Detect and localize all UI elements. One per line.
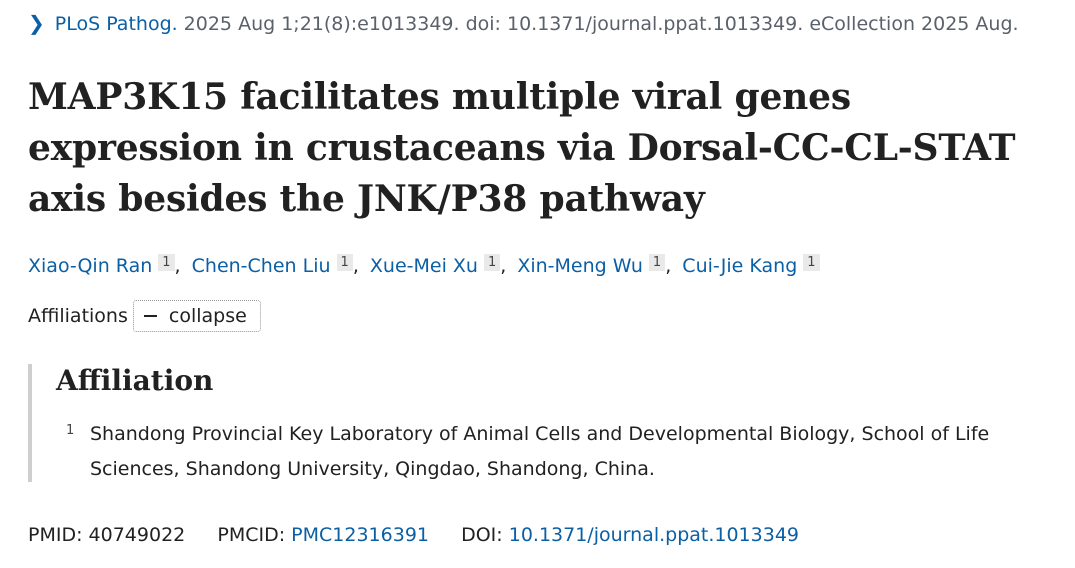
pmid-value: 40749022 xyxy=(88,524,186,546)
citation-details: 2025 Aug 1;21(8):e1013349. doi: 10.1371/… xyxy=(183,13,1019,35)
affiliation-ref[interactable]: 1 xyxy=(803,254,820,271)
author-separator: , xyxy=(500,255,507,277)
author-item: Xue-Mei Xu 1, xyxy=(370,254,511,277)
collapse-affiliations-button[interactable]: collapse xyxy=(132,300,261,332)
article-title: MAP3K15 facilitates multiple viral genes… xyxy=(28,76,1016,220)
affiliation-heading: Affiliation xyxy=(56,364,214,397)
affiliation-number: 1 xyxy=(66,423,75,438)
author-list: Xiao-Qin Ran 1, Chen-Chen Liu 1, Xue-Mei X… xyxy=(28,254,820,277)
author-link[interactable]: Xiao-Qin Ran xyxy=(28,255,153,277)
affiliations-toggle-row: Affiliations collapse xyxy=(28,300,261,332)
chevron-right-icon[interactable]: ❯ xyxy=(28,11,45,35)
affiliations-label: Affiliations xyxy=(28,305,128,327)
author-link[interactable]: Cui-Jie Kang xyxy=(682,255,798,277)
minus-icon xyxy=(143,315,157,317)
doi-label: DOI: xyxy=(461,524,503,546)
author-item: Cui-Jie Kang 1 xyxy=(682,254,820,277)
affiliation-panel: Affiliation 1 Shandong Provincial Key La… xyxy=(28,364,1052,482)
collapse-button-label: collapse xyxy=(168,305,247,327)
author-link[interactable]: Xin-Meng Wu xyxy=(517,255,643,277)
author-link[interactable]: Xue-Mei Xu xyxy=(369,255,478,277)
author-separator: , xyxy=(174,255,181,277)
pmid-label: PMID: xyxy=(28,524,83,546)
identifiers-row: PMID: 40749022 PMCID: PMC12316391 DOI: 1… xyxy=(28,524,799,546)
pmcid-label: PMCID: xyxy=(217,524,286,546)
author-link[interactable]: Chen-Chen Liu xyxy=(191,255,331,277)
author-separator: , xyxy=(352,255,359,277)
journal-link[interactable]: PLoS Pathog. xyxy=(54,13,178,35)
author-item: Xin-Meng Wu 1, xyxy=(517,254,676,277)
affiliation-ref[interactable]: 1 xyxy=(483,254,501,271)
affiliation-ref[interactable]: 1 xyxy=(648,254,666,271)
citation-line: ❯ PLoS Pathog. 2025 Aug 1;21(8):e1013349… xyxy=(28,11,1019,36)
affiliation-ref[interactable]: 1 xyxy=(336,254,353,271)
affiliation-text: Shandong Provincial Key Laboratory of An… xyxy=(90,423,990,480)
author-item: Xiao-Qin Ran 1, xyxy=(28,254,186,277)
pmcid-link[interactable]: PMC12316391 xyxy=(291,524,429,546)
author-item: Chen-Chen Liu 1, xyxy=(192,254,364,277)
author-separator: , xyxy=(665,255,672,277)
affiliation-ref[interactable]: 1 xyxy=(158,254,175,271)
doi-link[interactable]: 10.1371/journal.ppat.1013349 xyxy=(508,524,800,546)
